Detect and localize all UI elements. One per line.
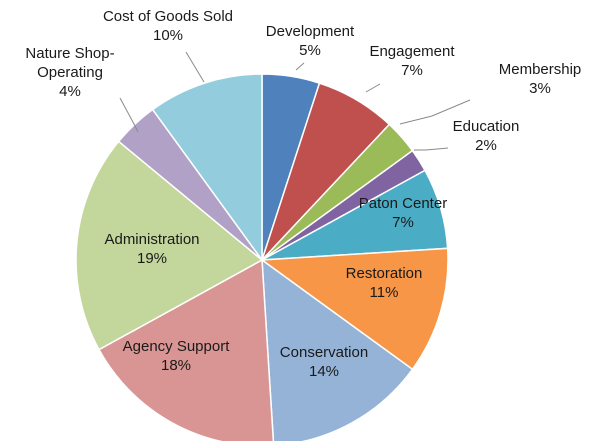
slice-label-membership: Membership 3% — [499, 61, 582, 97]
slice-label-restoration: Restoration 11% — [346, 265, 423, 301]
slice-value-paton-center: 7% — [392, 214, 414, 231]
pie-slice-conservation — [261, 258, 414, 441]
leader-line-education — [414, 147, 449, 151]
leader-line-development — [295, 62, 305, 71]
slice-label-nature-shop-operating: Nature Shop-Operating 4% — [25, 45, 114, 100]
slice-label-administration: Administration 19% — [104, 231, 199, 267]
slice-value-restoration: 11% — [370, 284, 399, 301]
leader-line-membership — [399, 99, 471, 125]
slice-label-education: Education 2% — [453, 118, 520, 154]
slice-label-conservation: Conservation 14% — [280, 344, 368, 380]
pie-slice-cost-of-goods-sold — [151, 73, 263, 263]
slice-value-development: 5% — [299, 42, 321, 59]
slice-value-nature-shop-operating: 4% — [59, 83, 81, 100]
slice-label-engagement: Engagement 7% — [369, 43, 455, 79]
pie-slice-restoration — [259, 247, 449, 371]
pie-slice-agency-support — [97, 258, 275, 441]
slice-label-agency-support: Agency Support 18% — [123, 338, 231, 374]
slice-value-engagement: 7% — [401, 62, 423, 79]
slice-label-paton-center: Paton Center 7% — [359, 195, 447, 231]
slice-value-administration: 19% — [137, 250, 167, 267]
slice-value-cost-of-goods-sold: 10% — [153, 27, 183, 44]
slice-label-cost-of-goods-sold: Cost of Goods Sold 10% — [103, 8, 233, 44]
slice-label-development: Development 5% — [266, 23, 355, 59]
slice-value-agency-support: 18% — [161, 357, 191, 374]
leader-line-cost-of-goods-sold — [185, 51, 205, 83]
slice-value-membership: 3% — [529, 80, 551, 97]
slice-value-conservation: 14% — [309, 363, 339, 380]
leader-line-engagement — [365, 83, 381, 93]
slice-value-education: 2% — [475, 137, 497, 154]
leader-line-nature-shop-operating — [119, 97, 139, 133]
pie-slice-administration — [75, 140, 264, 351]
